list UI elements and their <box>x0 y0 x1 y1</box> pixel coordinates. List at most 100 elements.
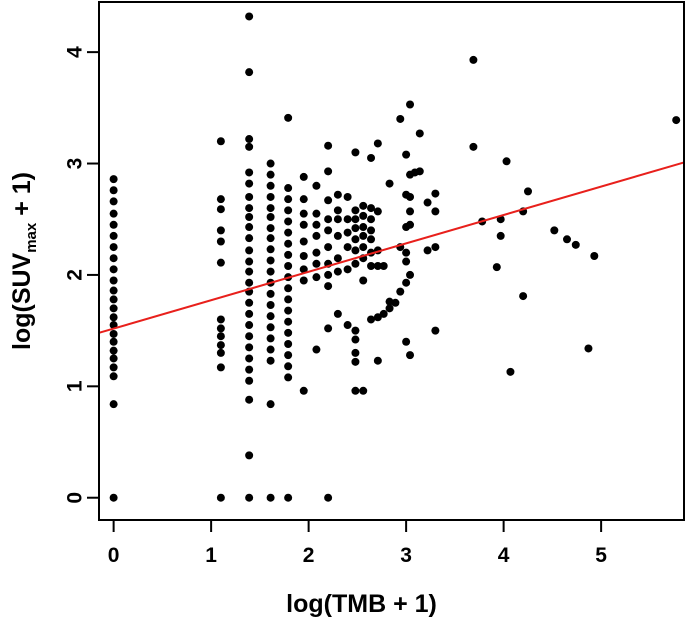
data-point <box>299 220 308 229</box>
data-point <box>343 215 352 224</box>
data-point <box>406 207 415 216</box>
data-point <box>351 224 360 233</box>
data-point <box>396 287 405 296</box>
data-point <box>109 186 118 195</box>
data-point <box>333 190 342 199</box>
data-point <box>423 198 432 207</box>
data-point <box>333 267 342 276</box>
data-point <box>351 259 360 268</box>
data-point <box>266 170 275 179</box>
data-point <box>245 321 254 330</box>
data-point <box>245 257 254 266</box>
data-point <box>245 234 254 243</box>
data-point <box>431 243 440 252</box>
data-point <box>266 234 275 243</box>
data-point <box>373 313 382 322</box>
data-point <box>266 245 275 254</box>
data-point <box>367 235 376 244</box>
data-point <box>245 267 254 276</box>
data-point <box>431 189 440 198</box>
data-point <box>324 243 333 252</box>
data-point <box>245 212 254 221</box>
data-point <box>312 220 321 229</box>
x-tick-label: 0 <box>108 544 120 567</box>
y-axis-label-subscript: max <box>23 222 40 253</box>
data-point <box>109 337 118 346</box>
data-point <box>351 246 360 255</box>
data-point <box>245 12 254 21</box>
data-point <box>312 181 321 190</box>
data-point <box>391 298 400 307</box>
data-point <box>284 250 293 259</box>
data-point <box>333 215 342 224</box>
data-point <box>312 231 321 240</box>
data-point <box>496 231 505 240</box>
data-point <box>312 259 321 268</box>
data-point <box>109 175 118 184</box>
data-point <box>266 267 275 276</box>
y-tick-label: 0 <box>63 492 86 504</box>
data-point <box>367 215 376 224</box>
data-point <box>284 262 293 271</box>
data-point <box>351 326 360 335</box>
data-point <box>343 265 352 274</box>
data-point <box>216 258 225 267</box>
data-point <box>284 362 293 371</box>
data-point <box>216 324 225 333</box>
data-point <box>524 187 532 196</box>
data-point <box>406 220 415 229</box>
data-point <box>550 226 559 235</box>
data-point <box>109 276 118 285</box>
data-point <box>406 192 415 201</box>
regression-layer <box>98 161 685 334</box>
data-point <box>299 172 308 181</box>
data-point <box>359 386 368 395</box>
data-point <box>359 223 368 232</box>
data-point <box>245 135 254 144</box>
data-point <box>299 265 308 274</box>
data-point <box>402 337 411 346</box>
data-point <box>590 251 599 260</box>
data-point <box>351 206 360 215</box>
data-point <box>245 395 254 404</box>
data-point <box>284 239 293 248</box>
regression-line <box>98 161 685 334</box>
y-tick-label: 3 <box>63 158 86 170</box>
data-point <box>431 326 440 335</box>
data-point <box>266 256 275 265</box>
data-point <box>109 363 118 372</box>
data-point <box>245 223 254 232</box>
data-point <box>266 204 275 213</box>
data-point <box>284 184 293 193</box>
x-axis: 0 1 2 3 4 5 <box>108 520 607 567</box>
data-point <box>216 205 225 214</box>
data-point <box>324 493 333 502</box>
data-point <box>359 231 368 240</box>
data-point <box>109 354 118 363</box>
data-point <box>324 167 333 176</box>
data-point <box>109 220 118 229</box>
data-point <box>299 251 308 260</box>
data-point <box>506 367 515 376</box>
data-point <box>109 295 118 304</box>
data-point <box>266 224 275 233</box>
data-point <box>351 386 360 395</box>
data-point <box>266 159 275 168</box>
x-tick-label: 4 <box>498 544 510 567</box>
data-point <box>245 142 254 151</box>
data-point <box>402 278 411 287</box>
data-point <box>284 206 293 215</box>
data-point <box>284 295 293 304</box>
data-point <box>312 209 321 218</box>
data-point <box>109 254 118 263</box>
data-point <box>312 273 321 282</box>
data-point <box>502 157 511 166</box>
data-point <box>312 248 321 257</box>
data-point <box>402 248 411 257</box>
y-tick-label: 2 <box>63 269 86 281</box>
x-axis-label: log(TMB + 1) <box>286 590 437 618</box>
data-point <box>266 312 275 321</box>
data-point <box>373 262 382 271</box>
